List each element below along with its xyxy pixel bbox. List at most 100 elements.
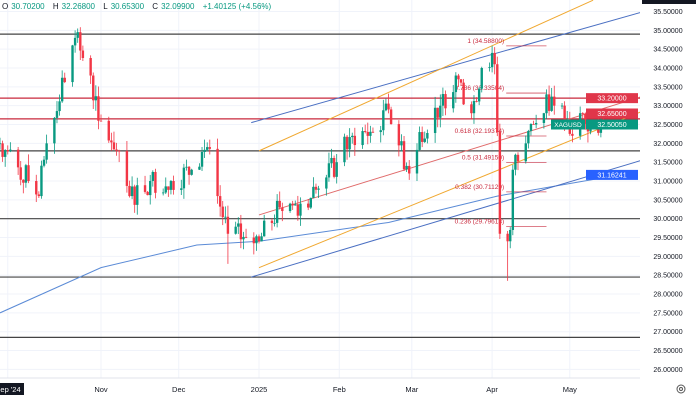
candle-body [60,77,64,102]
candle-body [488,67,491,69]
candle-body [79,32,82,51]
candle-body [426,133,429,139]
candle-body [27,165,30,182]
candle-body [532,124,535,125]
fib-level-label: 0.382 (30.71129) [455,184,504,191]
fib-level-label: 1 (34.58800) [467,38,504,45]
candle [343,133,346,167]
price-label-text: 32.50050 [597,122,626,129]
candle [472,95,476,124]
candle-body [99,120,103,122]
candle [115,142,118,156]
candle [550,87,553,112]
candle [42,155,46,168]
candle [110,132,113,151]
price-tick-label: 28.00000 [653,292,682,299]
candle [524,135,527,164]
candle [361,127,364,149]
fib-level-label: 0.236 (29.79613) [455,218,505,225]
candle-body [125,150,129,186]
candle-body [581,113,584,115]
candle [99,114,103,122]
candle [534,114,538,129]
candle [79,27,82,61]
candle [226,205,230,264]
candle-body [493,52,496,65]
candle-body [92,75,95,101]
candle-body [477,88,481,102]
symbol-tag-bg [551,119,585,130]
candle-body [167,186,170,190]
candle-body [42,159,46,166]
candle [488,62,491,72]
price-axis [640,0,696,400]
low-value: 30.65300 [110,2,145,11]
candle [353,127,357,156]
price-tick-label: 33.50000 [653,84,682,91]
candle [117,149,121,163]
candle [452,84,455,113]
candle-body [208,147,211,149]
candle [128,180,131,198]
candle-body [511,169,515,230]
candle-body [218,196,222,207]
candle [496,56,499,137]
candle-body [348,137,351,150]
price-tick-label: 30.50000 [653,197,682,204]
price-tick-label: 29.50000 [653,235,682,242]
candle-body [457,75,460,80]
time-tick-label: Apr [486,385,498,394]
candle [426,129,429,144]
candle [3,149,7,167]
candle-body [327,163,331,178]
candle-body [402,141,406,170]
price-tick-label: 32.50000 [653,122,682,129]
candle [462,78,465,105]
candle-body [16,149,20,168]
candle [255,234,258,251]
candle [418,126,421,151]
candle [234,221,237,235]
trendline-channel-upper-orange [258,0,594,152]
candle [291,200,294,210]
candle [154,168,157,199]
candle [327,152,331,182]
candle [299,197,302,226]
candle [389,106,393,125]
candle [60,70,64,103]
candle-body [366,131,369,136]
candle [146,190,149,196]
candle-body [94,96,98,101]
candle [345,134,349,160]
candle [397,120,401,157]
fib-level-label: 0.5 (31.49150) [462,155,504,162]
candle-body [506,233,509,242]
time-tick-label: Nov [94,385,108,394]
candle [516,152,520,171]
candle [400,134,403,152]
candle-body [335,162,338,177]
candle-body [405,165,408,170]
price-tick-label: 35.50000 [653,9,682,16]
candle [172,175,175,195]
price-tick-label: 35.00000 [653,28,682,35]
candle-body [309,197,312,208]
candle-body [317,188,320,190]
candle-body [1,143,4,157]
candle [441,87,445,117]
settings-gear-icon[interactable] [676,384,686,394]
moving-average-line [0,174,620,314]
candle [330,148,333,168]
open-label: O [2,2,9,11]
candle [444,90,447,116]
trendline-channel-upper-blue [251,12,640,124]
candle [270,218,274,231]
price-label-text: 33.20000 [597,96,626,103]
candle-body [296,204,300,216]
candle [433,96,437,143]
candle-body [529,124,533,132]
price-label: 33.20000 [586,93,638,104]
candle-body [161,192,165,194]
candle [532,120,535,125]
